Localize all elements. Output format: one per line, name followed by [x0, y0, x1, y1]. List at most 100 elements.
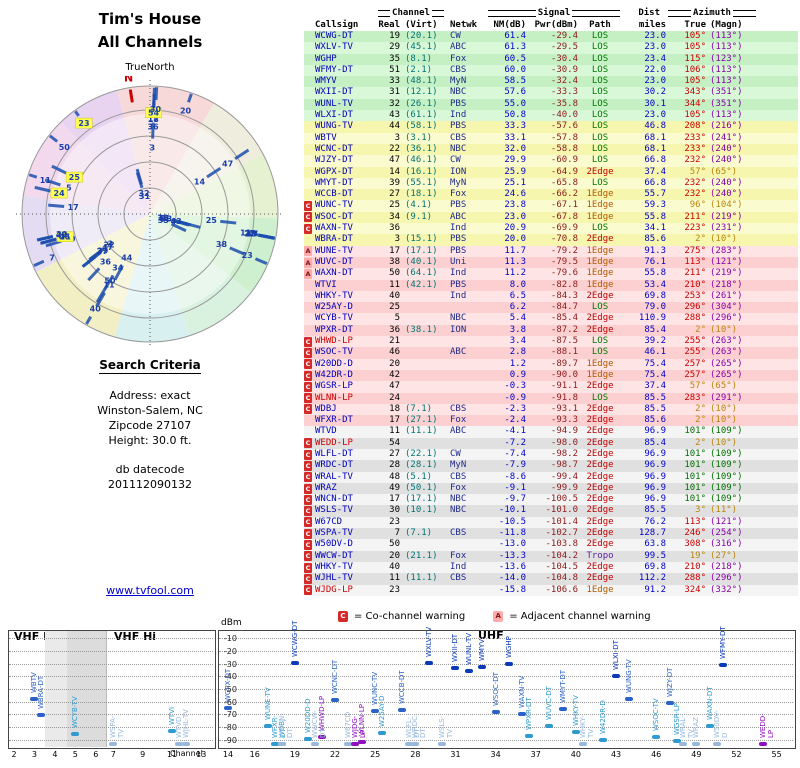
- station-callsign-link[interactable]: WLXI-DT: [315, 110, 353, 121]
- path-cell: Tropo: [586, 550, 614, 561]
- station-callsign-link[interactable]: WTVD: [315, 426, 337, 437]
- station-callsign-link[interactable]: WMYV: [315, 76, 337, 87]
- station-callsign-link[interactable]: WAXN-DT: [315, 268, 353, 279]
- station-callsign-link[interactable]: W50DV-D: [315, 539, 353, 550]
- station-callsign-link[interactable]: WSOC-DT: [315, 211, 353, 222]
- station-callsign-link[interactable]: WCNC-DT: [315, 143, 353, 154]
- noise-margin-cell: 3.8: [509, 324, 526, 335]
- azimuth-magnetic-cell: (109°): [710, 471, 743, 482]
- noise-margin-cell: 3.4: [509, 336, 526, 347]
- radar-station-channel-label: 49: [246, 230, 258, 239]
- radar-station-channel-label: 33: [161, 214, 172, 223]
- virtual-channel-cell: (10.1): [405, 505, 438, 516]
- station-callsign-link[interactable]: WXLV-TV: [315, 42, 353, 53]
- station-row: WTVD 11 (11.1) ABC -4.1 -94.9 2Edge 96.9 101° (10…: [304, 426, 798, 438]
- distance-cell: 75.4: [644, 369, 666, 380]
- station-row: C W42DR-D 42 0.9 -90.0 1Edge 75.4 257° (265°): [304, 369, 798, 382]
- station-callsign-link[interactable]: WRDC-DT: [315, 460, 353, 471]
- distance-cell: 85.4: [644, 324, 666, 335]
- station-marker: [371, 708, 380, 713]
- row-flag-cell: [304, 133, 314, 144]
- co-channel-warning-flag: C: [304, 528, 312, 539]
- station-callsign-link[interactable]: WUNC-TV: [315, 200, 353, 211]
- noise-margin-cell: 57.6: [504, 87, 526, 98]
- station-callsign-link[interactable]: WDBJ: [315, 403, 337, 414]
- station-callsign-link[interactable]: WXII-DT: [315, 87, 353, 98]
- station-callsign-link[interactable]: WAXN-TV: [315, 223, 353, 234]
- path-cell: LOS: [591, 302, 609, 313]
- co-channel-warning-flag: C: [304, 359, 312, 370]
- station-callsign-link[interactable]: WBTV: [315, 132, 337, 143]
- station-callsign-link[interactable]: WGHP: [315, 53, 337, 64]
- station-callsign-link[interactable]: WHKY-TV: [315, 561, 353, 572]
- power-cell: -84.7: [550, 302, 578, 313]
- y-gridline: [9, 727, 213, 728]
- station-callsign-link[interactable]: WRAL-TV: [315, 471, 353, 482]
- station-callsign-link[interactable]: WNCN-DT: [315, 494, 353, 505]
- noise-margin-cell: 33.3: [504, 121, 526, 132]
- tvfool-link[interactable]: www.tvfool.com: [106, 584, 194, 597]
- station-callsign-link[interactable]: WLFL-DT: [315, 448, 353, 459]
- station-callsign-link[interactable]: WPXR-DT: [315, 324, 353, 335]
- station-callsign-link[interactable]: WSLS-TV: [315, 505, 353, 516]
- azimuth-true-cell: 115°: [684, 53, 706, 64]
- network-cell: PBS: [450, 234, 467, 245]
- real-channel-cell: 17: [389, 494, 400, 505]
- station-callsign-link[interactable]: WWCW-DT: [315, 550, 353, 561]
- station-callsign-link[interactable]: W67CD: [315, 516, 343, 527]
- station-callsign-link[interactable]: WGSR-LP: [315, 381, 353, 392]
- station-callsign-link[interactable]: WUVC-DT: [315, 256, 353, 267]
- radar-station-channel-label: 39: [97, 247, 109, 256]
- station-callsign-link[interactable]: WHWD-LP: [315, 336, 353, 347]
- station-callsign-link[interactable]: WCYB-TV: [315, 313, 353, 324]
- x-tick-label: 9: [140, 750, 146, 759]
- azimuth-true-cell: 2°: [695, 415, 706, 426]
- station-callsign-link[interactable]: WHKY-TV: [315, 290, 353, 301]
- station-callsign-link[interactable]: WUNG-TV: [315, 121, 353, 132]
- station-callsign-link[interactable]: W20DD-D: [315, 358, 353, 369]
- station-callsign-link[interactable]: WFXR-DT: [315, 415, 353, 426]
- distance-cell: 37.4: [644, 381, 666, 392]
- radar-station-channel-label: 11: [240, 228, 252, 237]
- y-gridline: [219, 676, 793, 678]
- station-callsign-link[interactable]: WJHL-TV: [315, 573, 353, 584]
- station-callsign-link[interactable]: WCCB-DT: [315, 189, 353, 200]
- co-channel-warning-flag: C: [304, 573, 312, 584]
- station-callsign-link[interactable]: W42DR-D: [315, 369, 353, 380]
- col-header-pwr: Pwr(dBm): [534, 20, 578, 30]
- station-callsign-link[interactable]: WFMY-DT: [315, 64, 353, 75]
- station-callsign-link[interactable]: WEDD-LP: [315, 437, 353, 448]
- station-callsign-link[interactable]: WSOC-TV: [315, 347, 353, 358]
- station-callsign-link[interactable]: WRAZ: [315, 482, 337, 493]
- azimuth-magnetic-cell: (109°): [710, 482, 743, 493]
- station-callsign-link[interactable]: WCWG-DT: [315, 31, 353, 41]
- station-callsign-link[interactable]: WGPX-DT: [315, 166, 353, 177]
- x-tick-label: 14: [222, 750, 234, 759]
- y-gridline: [9, 739, 213, 741]
- noise-margin-cell: 6.2: [509, 302, 526, 313]
- station-callsign-link[interactable]: WJZY-DT: [315, 155, 353, 166]
- station-row: WCWG-DT 19 (20.1) CW 61.4 -29.4 LOS 23.0 105° (11…: [304, 31, 798, 43]
- power-cell: -103.8: [545, 539, 578, 550]
- path-cell: 2Edge: [586, 561, 614, 572]
- station-callsign-link[interactable]: WTVI: [315, 279, 337, 290]
- x-tick-label: 37: [530, 750, 541, 759]
- station-callsign-link[interactable]: WUNL-TV: [315, 98, 353, 109]
- noise-margin-cell: -15.8: [498, 584, 526, 595]
- co-channel-warning-flag: C: [304, 517, 312, 528]
- station-callsign-link[interactable]: W25AY-D: [315, 302, 353, 313]
- power-cell: -79.5: [550, 256, 578, 267]
- real-channel-cell: 34: [389, 211, 400, 222]
- path-cell: LOS: [591, 53, 609, 64]
- station-callsign-link[interactable]: WJDG-LP: [315, 584, 353, 595]
- station-callsign-link[interactable]: WSPA-TV: [315, 528, 353, 539]
- station-callsign-link[interactable]: WBRA-DT: [315, 234, 353, 245]
- callsign-cell: WPXR-DT: [314, 325, 376, 336]
- path-cell: 2Edge: [586, 494, 614, 505]
- radar-station-wedge: [261, 234, 275, 240]
- station-callsign-link[interactable]: WMYT-DT: [315, 177, 353, 188]
- station-callsign-link[interactable]: WLNN-LP: [315, 392, 353, 403]
- station-marker: [705, 724, 714, 729]
- station-callsign-link[interactable]: WUNE-TV: [315, 245, 353, 256]
- row-flag-cell: [304, 234, 314, 245]
